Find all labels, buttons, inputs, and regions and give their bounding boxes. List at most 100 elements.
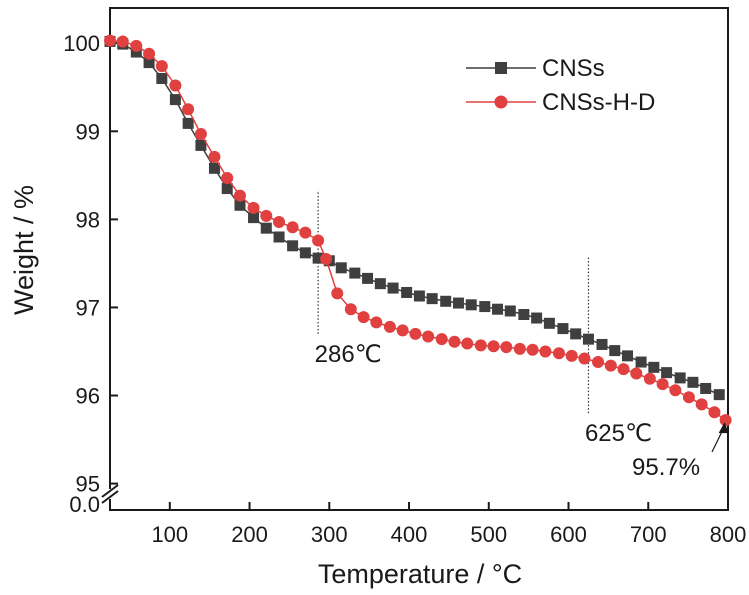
data-point [661, 367, 673, 379]
data-point [531, 312, 543, 324]
break-gap [106, 489, 116, 499]
data-point [543, 317, 555, 329]
annotations: 286℃ 625℃ 95.7% [315, 341, 729, 481]
data-point [195, 139, 207, 151]
data-point [669, 384, 682, 397]
data-point [513, 342, 526, 355]
data-point [687, 376, 699, 388]
data-point [648, 361, 660, 373]
x-tick-label: 100 [151, 522, 188, 547]
data-point [248, 212, 260, 224]
data-point [387, 282, 399, 294]
data-point [104, 34, 116, 47]
series-cnss [104, 35, 725, 401]
data-point [299, 247, 311, 259]
data-point [604, 359, 617, 372]
data-point [143, 57, 155, 69]
data-point [299, 226, 312, 239]
data-point [622, 350, 634, 362]
y-tick-label: 100 [63, 31, 100, 56]
data-point [635, 356, 647, 368]
data-point [596, 338, 608, 350]
data-point [461, 337, 474, 350]
x-axis-title: Temperature / °C [318, 559, 522, 589]
legend: CNSs CNSs-H-D [466, 55, 655, 116]
data-series [104, 34, 732, 427]
x-tick-label: 400 [391, 522, 428, 547]
data-point [169, 79, 182, 92]
data-point [409, 327, 422, 340]
data-point [349, 267, 361, 279]
data-point [582, 333, 594, 345]
plot-frame [109, 7, 729, 511]
data-point [374, 278, 386, 290]
tick-labels: 100 200 300 400 500 600 700 800 95 96 97 98 99 100 0.0 [63, 31, 746, 547]
data-point [116, 35, 129, 48]
data-point [713, 389, 725, 401]
break-mark-upper [101, 484, 119, 498]
data-point [609, 345, 621, 357]
legend-marker [495, 62, 507, 74]
x-tick-label: 300 [311, 522, 348, 547]
data-point [208, 162, 220, 174]
data-point [260, 209, 273, 222]
data-point [320, 253, 333, 266]
x-tick-label: 700 [630, 522, 667, 547]
data-point [344, 303, 357, 316]
data-point [413, 290, 425, 302]
data-point [719, 414, 732, 427]
y-tick-label: 98 [76, 207, 100, 232]
data-point [526, 343, 539, 356]
break-mark-lower [101, 490, 119, 504]
data-point [335, 262, 347, 274]
annotation-arrow-head [718, 422, 729, 434]
x-tick-label: 600 [550, 522, 587, 547]
data-point [440, 295, 452, 307]
data-point [487, 340, 500, 353]
data-point [700, 382, 712, 394]
data-point [492, 303, 504, 315]
annotation-label: 625℃ [585, 420, 652, 447]
data-point [570, 328, 582, 340]
x-tick-label: 800 [710, 522, 747, 547]
legend-label: CNSs [542, 55, 605, 82]
data-point [233, 189, 246, 202]
data-point [221, 183, 233, 195]
data-point [479, 301, 491, 313]
data-point [682, 391, 695, 404]
data-point [465, 299, 477, 311]
data-point [234, 199, 246, 211]
data-point [331, 287, 344, 300]
plot-border [109, 7, 729, 511]
data-point [370, 316, 383, 329]
data-point [643, 372, 656, 385]
data-point [401, 286, 413, 298]
data-point [287, 240, 299, 252]
data-point [539, 345, 552, 358]
data-point [130, 46, 142, 58]
data-point [504, 305, 516, 317]
data-point [286, 221, 299, 234]
data-point [500, 341, 513, 354]
series-cnss-h-d [104, 34, 732, 427]
data-point [130, 39, 143, 52]
data-point [221, 171, 234, 184]
y-tick-label: 96 [76, 384, 100, 409]
legend-label: CNSs-H-D [542, 89, 655, 116]
data-point [169, 94, 181, 106]
data-point [362, 272, 374, 284]
y-tick-label: 99 [76, 119, 100, 144]
data-point [194, 127, 207, 140]
y-tick-label: 97 [76, 295, 100, 320]
data-point [143, 47, 156, 60]
data-point [156, 72, 168, 84]
data-point [422, 330, 435, 343]
data-point [617, 363, 630, 376]
legend-marker [494, 95, 508, 109]
annotation-label: 286℃ [315, 341, 382, 368]
data-point [273, 216, 286, 229]
axis-ticks [110, 42, 729, 510]
data-point [565, 349, 578, 362]
data-point [452, 297, 464, 309]
data-point [578, 352, 591, 365]
